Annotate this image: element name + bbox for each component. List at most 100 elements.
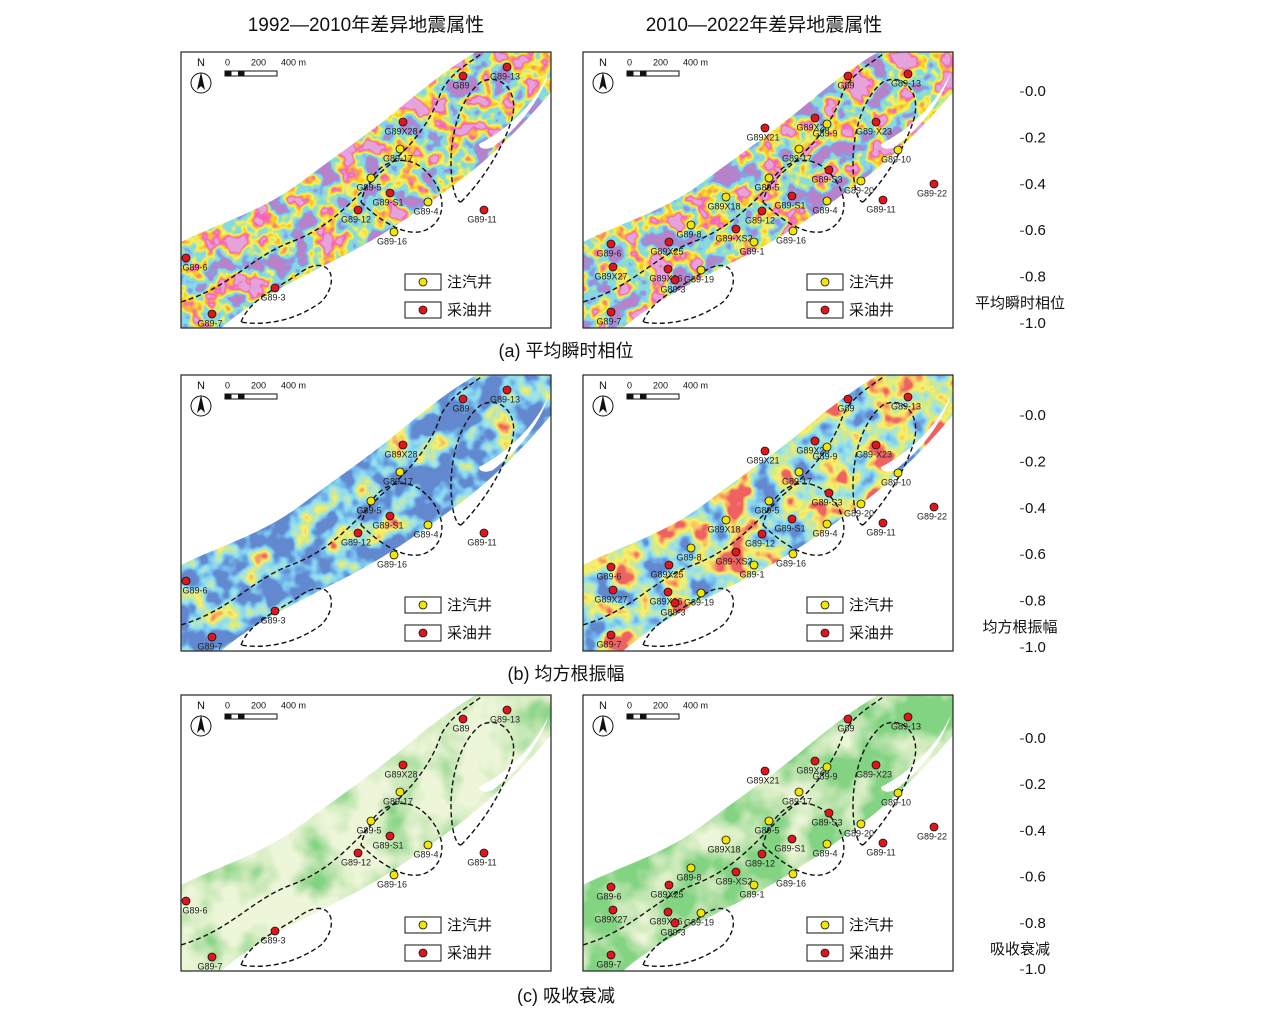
well-marker (757, 849, 767, 859)
well-marker (856, 499, 866, 509)
well-label: G89-17 (383, 476, 413, 486)
well-label: G89X26 (649, 596, 682, 606)
well-marker (353, 848, 363, 858)
scale-bar (224, 713, 278, 720)
north-label: N (197, 57, 205, 69)
boundary (762, 482, 845, 556)
legend-marker (418, 920, 428, 930)
well-label: G89-5 (754, 182, 779, 192)
well-label: G89-19 (684, 274, 714, 284)
colorbar-tick-label: 0.6 (1025, 222, 1046, 239)
well-marker (398, 440, 408, 450)
boundary (582, 696, 884, 946)
well-marker (398, 117, 408, 127)
well-label: G89-7 (197, 318, 222, 328)
well-label: G89-X23 (856, 449, 892, 459)
well-marker (787, 191, 797, 201)
north-label: N (599, 57, 607, 69)
well-label: G89-6 (182, 262, 207, 272)
well-label: G89-6 (182, 585, 207, 595)
north-arrow (197, 72, 205, 90)
boundary (240, 587, 332, 647)
well-label: G89 (837, 403, 854, 413)
well-marker (721, 835, 731, 845)
well-marker (871, 760, 881, 770)
well-label: G89-16 (776, 235, 806, 245)
well-marker (395, 467, 405, 477)
scale-segment (238, 394, 245, 399)
well-marker (810, 436, 820, 446)
legend-label: 注汽井 (447, 597, 492, 614)
well-label: G89-11 (467, 537, 496, 547)
well-marker (721, 192, 731, 202)
well-label: G89-5 (356, 825, 381, 835)
well-label: G89-S1 (372, 197, 403, 207)
well-marker (824, 488, 834, 498)
scale-label: 0 (627, 700, 632, 710)
colorbar-tick-label: 0.8 (1025, 269, 1046, 286)
well-label: G89-11 (866, 847, 895, 857)
well-label: G89-4 (413, 849, 438, 859)
well-label: G89-20 (844, 185, 874, 195)
well-label: G89-1 (739, 889, 764, 899)
well-label: G89-9 (812, 771, 837, 781)
scale-segment (238, 714, 245, 719)
north-arrow (599, 715, 607, 733)
well-label: G89X28 (384, 769, 417, 779)
well-label: G89-5 (754, 505, 779, 515)
well-label: G89-17 (782, 153, 812, 163)
well-label: G89-6 (596, 248, 621, 258)
colorbar-tick-label: 0.4 (1025, 500, 1046, 517)
well-marker (502, 705, 512, 715)
scale-label: 400 m (281, 380, 306, 390)
legend-label: 注汽井 (849, 597, 894, 614)
well-marker (871, 117, 881, 127)
well-label: G89-10 (881, 477, 911, 487)
well-label: G89-13 (490, 71, 520, 81)
well-label: G89-6 (596, 891, 621, 901)
well-label: G89X21 (746, 455, 779, 465)
well-marker (686, 220, 696, 230)
north-arrow (599, 395, 607, 413)
well-marker (395, 144, 405, 154)
well-marker (270, 283, 280, 293)
well-label: G89-16 (377, 559, 407, 569)
well-marker (822, 119, 832, 129)
well-marker (389, 227, 399, 237)
scale-segment (627, 394, 634, 399)
caption: (a) 平均瞬时相位 (499, 341, 634, 361)
legend-label: 注汽井 (849, 274, 894, 291)
well-marker (764, 496, 774, 506)
colorbar-title: 平均瞬时相位 (975, 295, 1065, 312)
well-label: G89-5 (754, 825, 779, 835)
well-label: G89-20 (844, 508, 874, 518)
well-label: G89-9 (812, 128, 837, 138)
scale-label: 400 m (683, 380, 708, 390)
well-marker (181, 576, 191, 586)
colorbar-tick-label: 0.6 (1025, 546, 1046, 563)
legend-label: 注汽井 (849, 917, 894, 934)
well-marker (824, 808, 834, 818)
well-marker (893, 468, 903, 478)
well-marker (395, 787, 405, 797)
well-label: G89-3 (660, 607, 685, 617)
well-marker (606, 307, 616, 317)
well-label: G89-12 (745, 858, 775, 868)
well-label: G89-11 (866, 527, 895, 537)
well-label: G89-13 (891, 721, 921, 731)
scale-segment (225, 394, 232, 399)
scale-bar (626, 393, 680, 400)
well-label: G89-X23 (856, 126, 892, 136)
well-marker (670, 598, 680, 608)
boundary (642, 907, 734, 967)
well-label: G89-S3 (811, 817, 842, 827)
boundary (180, 53, 482, 303)
well-marker (843, 71, 853, 81)
well-marker (686, 863, 696, 873)
well-marker (749, 880, 759, 890)
blank-zone (881, 72, 951, 149)
well-label: G89 (452, 723, 469, 733)
well-marker (207, 309, 217, 319)
colorbar-tick-label: 0.0 (1025, 730, 1046, 747)
